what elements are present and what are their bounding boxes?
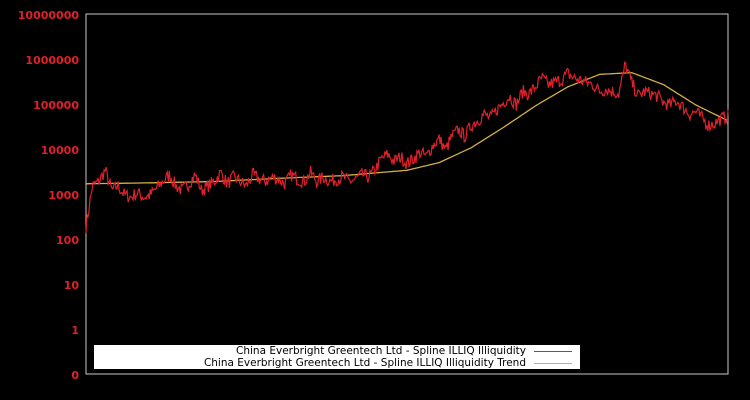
legend-item-trend: China Everbright Greentech Ltd - Spline …: [204, 357, 580, 369]
trend-line: [85, 71, 729, 185]
plot-area: [85, 13, 729, 375]
y-tick-label: 1000: [48, 189, 79, 202]
y-tick-label: 10000000: [18, 9, 80, 22]
y-tick-label: 100: [56, 234, 79, 247]
y-tick-label: 1: [71, 324, 79, 337]
legend-swatch-red: [534, 350, 572, 352]
y-tick-label: 0: [71, 369, 79, 382]
y-tick-label: 10: [64, 279, 80, 292]
y-tick-label: 10000: [41, 144, 80, 157]
y-tick-label: 100000: [33, 99, 79, 112]
illiquidity-line: [85, 61, 729, 234]
legend-swatch-yellow: [534, 362, 572, 364]
legend-item-illiquidity: China Everbright Greentech Ltd - Spline …: [236, 345, 580, 357]
legend: China Everbright Greentech Ltd - Spline …: [94, 345, 580, 369]
legend-label: China Everbright Greentech Ltd - Spline …: [203, 357, 526, 369]
y-tick-label: 1000000: [25, 54, 79, 67]
legend-label: China Everbright Greentech Ltd - Spline …: [236, 345, 526, 357]
